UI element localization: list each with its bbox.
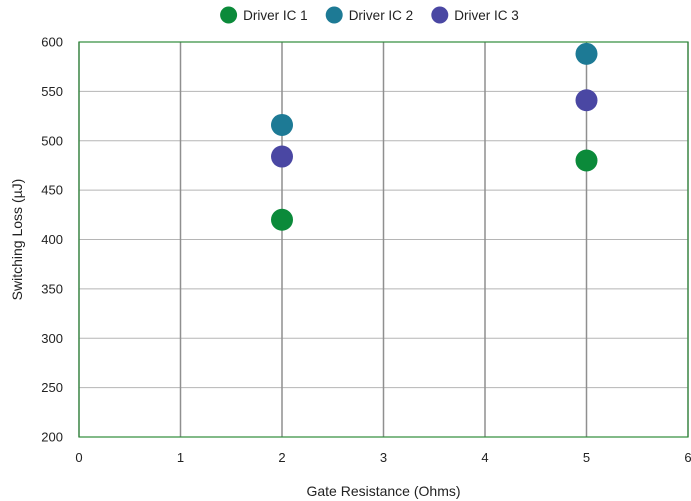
data-point-series-3: [271, 145, 293, 168]
data-point-series-2: [271, 113, 293, 136]
legend-marker: [325, 6, 343, 24]
x-tick-label: 5: [583, 450, 590, 465]
y-axis-title: Switching Loss (µJ): [9, 179, 25, 301]
legend: Driver IC 1 Driver IC 2 Driver IC 3: [220, 6, 519, 24]
data-points: [271, 42, 598, 231]
data-point-series-1: [271, 208, 293, 231]
y-tick-label: 250: [41, 380, 63, 395]
y-tick-label: 300: [41, 331, 63, 346]
x-axis-title: Gate Resistance (Ohms): [306, 483, 460, 499]
data-point-series-1: [575, 149, 598, 172]
legend-item-2: Driver IC 2: [325, 6, 414, 24]
x-tick-label: 6: [684, 450, 691, 465]
y-tick-label: 600: [41, 35, 63, 50]
y-tick-label: 200: [41, 430, 63, 445]
y-axis-ticks: 200 250 300 350 400 450 500 550 600: [41, 35, 63, 445]
x-tick-label: 2: [278, 450, 285, 465]
data-point-series-3: [575, 89, 598, 112]
y-tick-label: 400: [41, 232, 63, 247]
y-tick-label: 500: [41, 133, 63, 148]
legend-marker: [220, 6, 238, 24]
legend-item-1: Driver IC 1: [220, 6, 308, 24]
y-tick-label: 450: [41, 183, 63, 198]
x-tick-label: 1: [177, 450, 184, 465]
legend-label: Driver IC 2: [349, 8, 414, 23]
x-tick-label: 0: [75, 450, 82, 465]
legend-item-3: Driver IC 3: [431, 6, 519, 24]
x-axis-ticks: 0 1 2 3 4 5 6: [75, 450, 691, 465]
y-tick-label: 350: [41, 281, 63, 296]
y-tick-label: 550: [41, 84, 63, 99]
x-tick-label: 3: [380, 450, 387, 465]
legend-marker: [431, 6, 449, 24]
legend-label: Driver IC 3: [454, 8, 519, 23]
grid-lines: [78, 41, 689, 438]
plot-area-border: [78, 41, 689, 438]
x-tick-label: 4: [481, 450, 488, 465]
legend-label: Driver IC 1: [243, 8, 308, 23]
data-point-series-2: [575, 42, 598, 65]
